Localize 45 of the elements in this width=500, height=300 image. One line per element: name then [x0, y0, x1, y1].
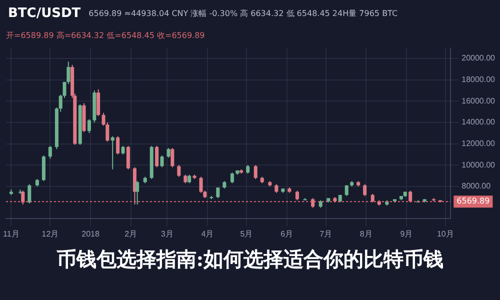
y-tick-label: 18000.00 — [462, 74, 496, 84]
candlestick — [254, 164, 258, 180]
candlestick — [170, 148, 174, 168]
candlestick — [87, 118, 91, 134]
x-tick-label: 4月 — [201, 229, 214, 238]
y-tick-label: 10000.00 — [462, 160, 496, 170]
y-tick-label: 16000.00 — [462, 96, 496, 106]
candlestick — [160, 154, 164, 168]
candlestick — [42, 154, 46, 182]
x-tick-label: 6月 — [280, 229, 294, 238]
x-tick-label: 11月 — [3, 229, 20, 238]
x-tick-label: 9月 — [400, 229, 413, 238]
x-tick-label: 5月 — [240, 229, 253, 238]
candlestick — [126, 145, 130, 170]
x-tick-label: 7月 — [320, 229, 332, 238]
candlestick — [110, 136, 114, 170]
candlestick — [363, 184, 367, 197]
chart-title: BTC/USDT — [8, 6, 81, 20]
candlestick — [116, 136, 120, 155]
y-tick-label: 14000.00 — [462, 118, 496, 127]
candlestick — [177, 164, 181, 178]
chart-subtitle: 6569.89 ≈44938.04 CNY 涨幅 -0.30% 高 6634.32 低 6548.45 24H量 7965 BTC — [88, 8, 398, 18]
x-tick-label: 12月 — [42, 229, 59, 238]
candlestick — [166, 148, 170, 158]
candlestick — [408, 190, 412, 203]
candlestick — [295, 190, 299, 201]
x-tick-label: 8月 — [360, 229, 372, 238]
candlestick — [230, 172, 234, 184]
candlestick — [136, 180, 140, 206]
y-tick-label: 12000.00 — [462, 138, 496, 148]
candlestick — [28, 184, 32, 204]
candlestick — [96, 88, 100, 117]
y-tick-label: 20000.00 — [462, 54, 496, 63]
y-tick-label: 8000.00 — [462, 182, 492, 191]
candlestick — [311, 198, 315, 208]
text: 币钱包选择指南:如何选择适合你的比特币钱 — [0, 246, 500, 273]
candlestick — [21, 190, 25, 206]
ref-line-label: 6569.89 — [456, 196, 490, 206]
candlestick — [155, 145, 159, 168]
x-tick-label: 2月 — [124, 229, 138, 238]
candlestick — [48, 145, 52, 160]
x-tick-label: 2018 — [82, 229, 100, 238]
x-tick-label: 3月 — [160, 229, 174, 238]
text: 开=6589.89 高=6634.32 低=6548.45 收=6569.89 — [6, 30, 205, 41]
x-tick-label: 10月 — [436, 229, 454, 238]
